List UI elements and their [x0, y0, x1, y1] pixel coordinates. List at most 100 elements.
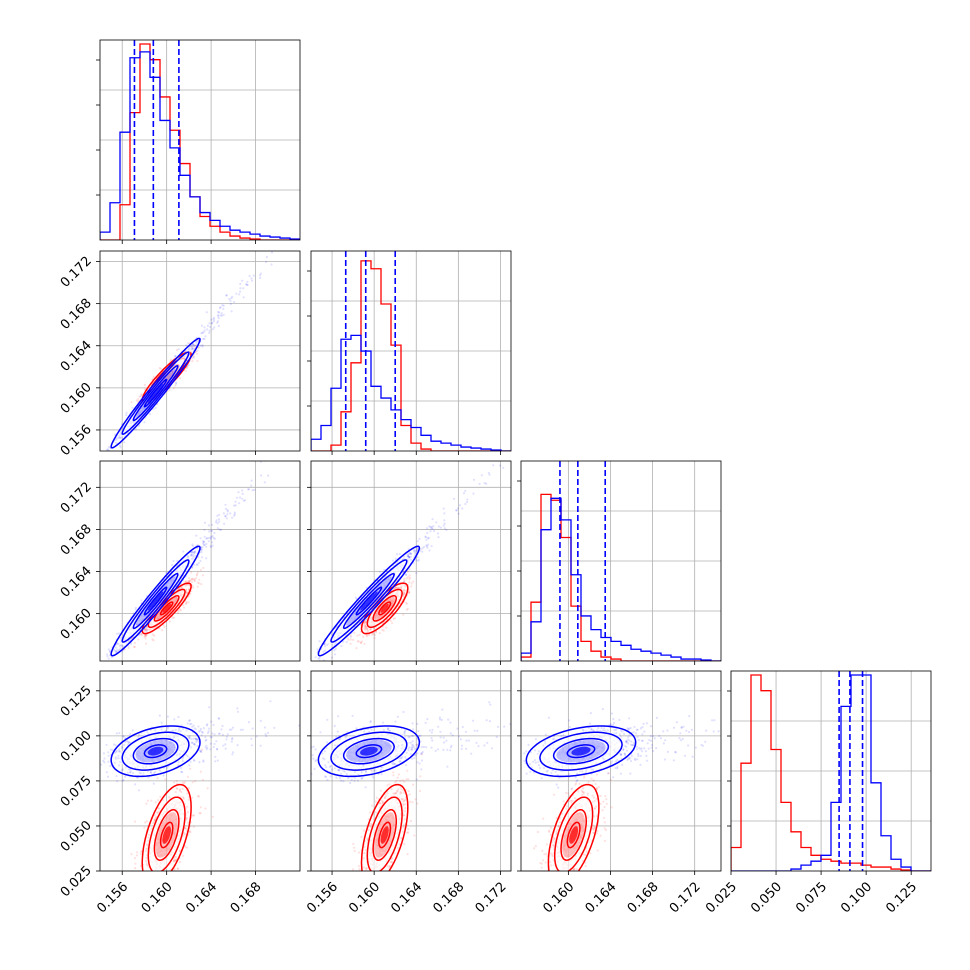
- scatter-point: [179, 608, 182, 611]
- scatter-point: [123, 775, 127, 778]
- scatter-point: [196, 349, 199, 352]
- scatter-point: [415, 558, 418, 562]
- scatter-point: [140, 599, 143, 602]
- contour-line: [143, 378, 168, 408]
- panel-grid: [311, 461, 511, 661]
- scatter-point: [107, 760, 110, 763]
- scatter-point: [117, 632, 121, 635]
- contour-line: [132, 572, 179, 630]
- scatter-point: [139, 632, 142, 636]
- scatter-point: [355, 647, 358, 650]
- scatter-point: [340, 644, 343, 648]
- scatter-point: [205, 311, 208, 314]
- scatter-point: [199, 559, 202, 563]
- scatter-point: [334, 647, 337, 650]
- scatter-point: [95, 758, 97, 760]
- scatter-point: [442, 524, 445, 527]
- scatter-point: [405, 602, 408, 606]
- scatter-point: [191, 580, 194, 584]
- scatter-point: [220, 312, 223, 315]
- scatter-point: [224, 515, 227, 518]
- scatter-point: [118, 434, 121, 437]
- scatter-point: [222, 304, 225, 307]
- scatter-point: [421, 550, 424, 553]
- scatter-point: [144, 634, 147, 637]
- scatter-point: [191, 347, 194, 350]
- scatter-point: [415, 549, 418, 553]
- scatter-point: [316, 648, 319, 651]
- scatter-point: [158, 714, 161, 717]
- scatter-point: [193, 742, 196, 746]
- scatter-point: [464, 489, 467, 493]
- scatter-point: [259, 276, 262, 280]
- scatter-point: [418, 537, 421, 540]
- scatter-point: [172, 387, 175, 390]
- scatter-point: [187, 601, 190, 604]
- scatter-point: [218, 306, 222, 310]
- scatter-point: [409, 558, 412, 561]
- panel-frame: [310, 460, 512, 662]
- scatter-point: [110, 656, 113, 659]
- scatter-point: [175, 382, 178, 385]
- scatter-point: [402, 613, 405, 616]
- scatter-point: [213, 733, 216, 736]
- scatter-point: [230, 728, 233, 731]
- scatter-point: [144, 634, 148, 637]
- scatter-point: [205, 542, 208, 546]
- scatter-point: [210, 736, 213, 739]
- scatter-point: [126, 740, 129, 743]
- scatter-point: [200, 750, 203, 754]
- scatter-point: [138, 395, 141, 398]
- scatter-point: [190, 345, 194, 348]
- scatter-point: [409, 555, 412, 558]
- scatter-point: [461, 507, 464, 510]
- scatter-point: [143, 383, 146, 387]
- scatter-point: [407, 553, 410, 556]
- scatter-point: [113, 751, 116, 754]
- scatter-point: [373, 633, 377, 637]
- scatter-point: [372, 632, 375, 635]
- scatter-point: [124, 740, 127, 743]
- scatter-point: [200, 324, 204, 327]
- scatter-point: [202, 760, 205, 763]
- scatter-point: [189, 760, 192, 763]
- scatter-point: [97, 455, 99, 457]
- scatter-point: [199, 749, 202, 753]
- scatter-point: [443, 519, 446, 522]
- scatter-point: [133, 641, 136, 645]
- scatter-point: [200, 548, 203, 551]
- scatter-point: [202, 727, 205, 730]
- scatter-point: [427, 537, 430, 540]
- scatter-point: [216, 522, 219, 525]
- scatter-point: [182, 550, 185, 553]
- scatter-point: [144, 628, 147, 632]
- scatter-point: [430, 527, 433, 530]
- scatter-point: [102, 759, 105, 763]
- scatter-point: [306, 658, 308, 660]
- scatter-point: [424, 535, 427, 538]
- scatter-point: [233, 511, 236, 514]
- scatter-point: [407, 591, 411, 595]
- scatter-point: [236, 707, 239, 710]
- scatter-point: [224, 515, 227, 518]
- scatter-point: [433, 529, 436, 533]
- scatter-point: [179, 609, 183, 612]
- scatter-point: [103, 664, 105, 666]
- scatter-point: [126, 771, 129, 774]
- scatter-point: [209, 742, 212, 745]
- scatter-point: [216, 321, 219, 324]
- scatter-point: [191, 725, 194, 728]
- scatter-point: [200, 556, 204, 559]
- scatter-point: [191, 741, 194, 744]
- scatter-point: [426, 546, 429, 549]
- scatter-point: [445, 528, 448, 531]
- scatter-point: [410, 585, 413, 588]
- scatter-point: [367, 634, 371, 637]
- scatter-point: [326, 643, 329, 647]
- x-tick-label: 0.125: [883, 879, 920, 916]
- scatter-point: [117, 436, 120, 440]
- scatter-point: [206, 324, 209, 327]
- scatter-point: [107, 648, 110, 651]
- scatter-point: [364, 625, 367, 628]
